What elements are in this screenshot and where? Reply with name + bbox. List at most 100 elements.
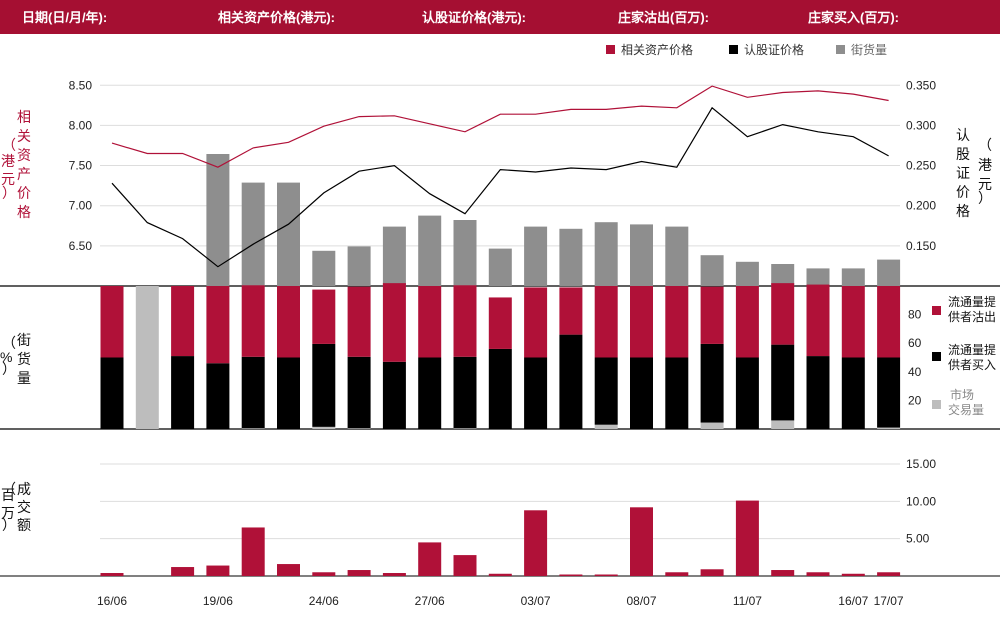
volume-axis-char: ） (2, 517, 16, 533)
percent-legend: 流通量提 供者沽出 流通量提 供者买入 市场 交易量 (932, 294, 996, 417)
right-axis-char: （ (978, 137, 992, 153)
sell-bar (453, 285, 477, 357)
sell-bar (241, 285, 265, 357)
sell-bar (771, 283, 795, 345)
right-axis-char: 证 (956, 165, 970, 181)
volume-bar (312, 572, 336, 576)
market-volume-bar (594, 424, 618, 429)
volume-bar (418, 542, 442, 576)
percent-axis-char: 货 (17, 351, 31, 367)
sell-bar (594, 286, 618, 358)
x-tick-label: 24/06 (309, 594, 339, 608)
volume-bar (277, 564, 300, 576)
market-volume-bar (312, 426, 336, 429)
x-tick-label: 27/06 (415, 594, 445, 608)
asset-price-line (111, 85, 889, 168)
market-volume-bar (135, 286, 159, 429)
right-axis-title: 认 股 证 价 格 （ 港 元 ） (956, 127, 992, 219)
sell-bar (806, 284, 830, 357)
buy-bar (418, 357, 442, 429)
volume-bar (700, 569, 724, 576)
sell-bar (665, 286, 689, 358)
buy-bar (806, 356, 830, 429)
right-tick-label: 0.200 (906, 199, 936, 213)
header-field-sell: 庄家沽出(百万): (618, 10, 709, 25)
volume-tick-label: 10.00 (906, 494, 936, 508)
outstanding-bar (841, 268, 865, 286)
warrant-price-line (111, 106, 889, 268)
legend-swatch-market (932, 400, 941, 409)
sell-bar (877, 286, 901, 358)
volume-bar (594, 574, 618, 576)
volume-axis-char: 成 (17, 481, 31, 497)
outstanding-bar (877, 259, 901, 286)
right-axis-char: 元 (978, 176, 992, 192)
outstanding-bar (771, 264, 795, 286)
legend-swatch-sell (932, 306, 941, 315)
legend-label-outstanding: 街货量 (851, 42, 887, 57)
right-tick-label: 0.250 (906, 159, 936, 173)
left-axis-char: 相 (17, 109, 31, 125)
sell-bar (206, 286, 230, 364)
outstanding-bar (594, 222, 618, 286)
volume-bar (559, 574, 583, 576)
right-tick-label: 0.300 (906, 118, 936, 132)
outstanding-bar (700, 255, 724, 286)
buy-bar (877, 357, 901, 428)
sell-bar (171, 286, 195, 357)
outstanding-bar (277, 182, 300, 286)
percent-axis-char: （ (2, 335, 16, 351)
left-axis-char: 资 (17, 147, 31, 163)
outstanding-bar (347, 246, 371, 286)
volume-bar (488, 573, 512, 576)
buy-bar (241, 356, 265, 429)
volume-axis-char: 额 (17, 517, 31, 533)
volume-bar (100, 573, 124, 576)
x-tick-label: 08/07 (626, 594, 656, 608)
x-tick-label: 17/07 (874, 594, 904, 608)
volume-tick-label: 5.00 (906, 532, 930, 546)
volume-bar (877, 572, 901, 576)
lines-layer (111, 85, 889, 268)
legend-label-buy-2: 供者买入 (948, 358, 996, 372)
sell-bar (630, 286, 653, 358)
volume-bar (630, 507, 653, 576)
left-axis-char: 格 (17, 204, 31, 220)
header-field-warrant-price: 认股证价格(港元): (422, 10, 526, 25)
header-field-buy: 庄家买入(百万): (808, 10, 899, 25)
percent-tick-label: 60 (908, 336, 922, 350)
legend-label-sell-1: 流通量提 (948, 294, 996, 309)
legend-label-market-2: 交易量 (948, 402, 984, 417)
volume-bar (841, 573, 865, 576)
buy-bar (735, 357, 759, 429)
right-axis-char: 格 (956, 203, 970, 219)
volume-bar (382, 573, 406, 576)
sell-bar (418, 286, 442, 358)
right-axis-char: 港 (978, 157, 992, 173)
left-axis-char: 元 (1, 171, 15, 187)
buy-bar (665, 357, 689, 429)
outstanding-bar (418, 215, 442, 286)
buy-bar (700, 343, 724, 423)
sell-bar (312, 289, 336, 344)
outstanding-bar (206, 154, 230, 286)
legend-swatch-warrant (729, 45, 738, 54)
legend-swatch-buy (932, 352, 941, 361)
buy-bar (382, 361, 406, 429)
buy-bar (594, 357, 618, 425)
outstanding-bar (241, 182, 265, 286)
buy-bar (841, 357, 865, 429)
left-tick-label: 8.50 (69, 78, 93, 92)
percent-axis-char: % (0, 349, 12, 365)
left-axis-char: （ (2, 137, 16, 153)
left-tick-label: 7.50 (69, 159, 93, 173)
volume-axis-char: 交 (17, 499, 31, 515)
outstanding-bar (453, 220, 477, 286)
volume-bar (806, 572, 830, 576)
volume-bar (735, 500, 759, 576)
grid-layer (0, 84, 1000, 577)
header-field-date: 日期(日/月/年): (22, 10, 107, 25)
percent-tick-label: 80 (908, 308, 922, 322)
sell-bar (277, 286, 300, 358)
sell-bar (559, 287, 583, 335)
